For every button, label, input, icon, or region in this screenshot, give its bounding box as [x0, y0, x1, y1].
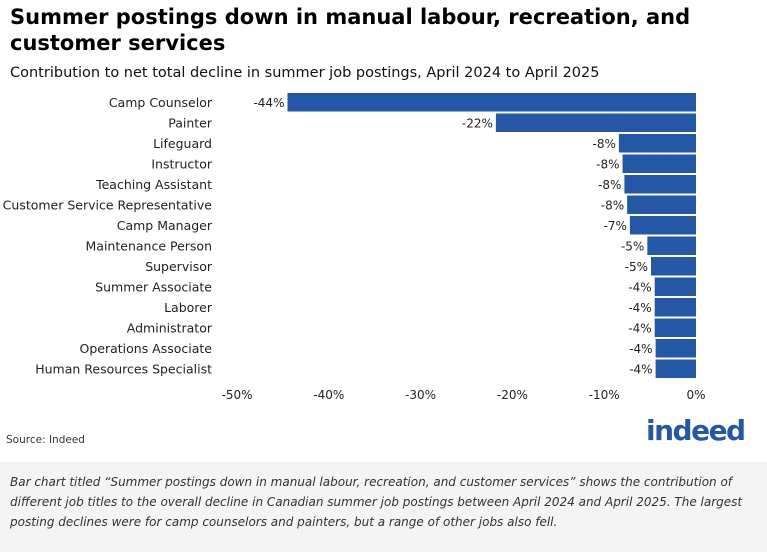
category-label: Lifeguard: [153, 136, 212, 151]
bar-chart: Camp Counselor -44% Painter -22% Lifeguard -8…: [3, 93, 706, 402]
bar: [647, 236, 696, 255]
chart-caption: Bar chart titled “Summer postings down i…: [0, 462, 767, 552]
x-tick-label: -50%: [221, 388, 252, 402]
data-label: -4%: [629, 342, 652, 356]
data-label: -5%: [625, 260, 648, 274]
bar: [655, 339, 696, 358]
bar: [651, 257, 696, 276]
bar: [624, 175, 696, 194]
bar: [654, 318, 696, 337]
category-label: Human Resources Specialist: [35, 361, 212, 376]
bar: [622, 154, 696, 173]
bar: [618, 134, 696, 153]
data-label: -8%: [596, 157, 619, 171]
x-tick-label: -20%: [497, 388, 528, 402]
indeed-logo: indeed: [646, 414, 746, 447]
data-label: -4%: [628, 321, 651, 335]
data-label: -4%: [628, 301, 651, 315]
x-tick-label: -30%: [405, 388, 436, 402]
chart-subtitle: Contribution to net total decline in sum…: [10, 65, 600, 81]
category-label: Customer Service Representative: [3, 197, 213, 212]
category-label: Administrator: [127, 320, 213, 335]
category-label: Maintenance Person: [86, 238, 212, 253]
x-tick-label: -10%: [589, 388, 620, 402]
data-label: -4%: [628, 280, 651, 294]
data-label: -22%: [462, 116, 493, 130]
data-label: -4%: [629, 362, 652, 376]
category-label: Painter: [168, 115, 213, 130]
data-label: -8%: [593, 137, 616, 151]
category-label: Camp Counselor: [109, 95, 213, 110]
bar: [627, 195, 696, 214]
data-label: -5%: [621, 239, 644, 253]
category-label: Summer Associate: [95, 279, 212, 294]
data-label: -8%: [598, 178, 621, 192]
x-tick-label: -40%: [313, 388, 344, 402]
bar: [495, 113, 696, 132]
bar: [655, 359, 696, 378]
category-label: Supervisor: [145, 259, 213, 274]
data-label: -7%: [604, 219, 627, 233]
data-label: -8%: [601, 198, 624, 212]
category-label: Operations Associate: [79, 341, 212, 356]
bar: [654, 298, 696, 317]
bar: [287, 93, 696, 112]
chart-title: Summer postings down in manual labour, r…: [10, 5, 691, 55]
data-label: -44%: [253, 96, 284, 110]
x-tick-label: 0%: [686, 388, 705, 402]
bar: [654, 277, 696, 296]
category-label: Instructor: [151, 156, 213, 171]
category-label: Teaching Assistant: [95, 177, 212, 192]
bar: [629, 216, 696, 235]
category-label: Camp Manager: [117, 218, 213, 233]
category-label: Laborer: [164, 300, 213, 315]
source-note: Source: Indeed: [6, 434, 85, 446]
